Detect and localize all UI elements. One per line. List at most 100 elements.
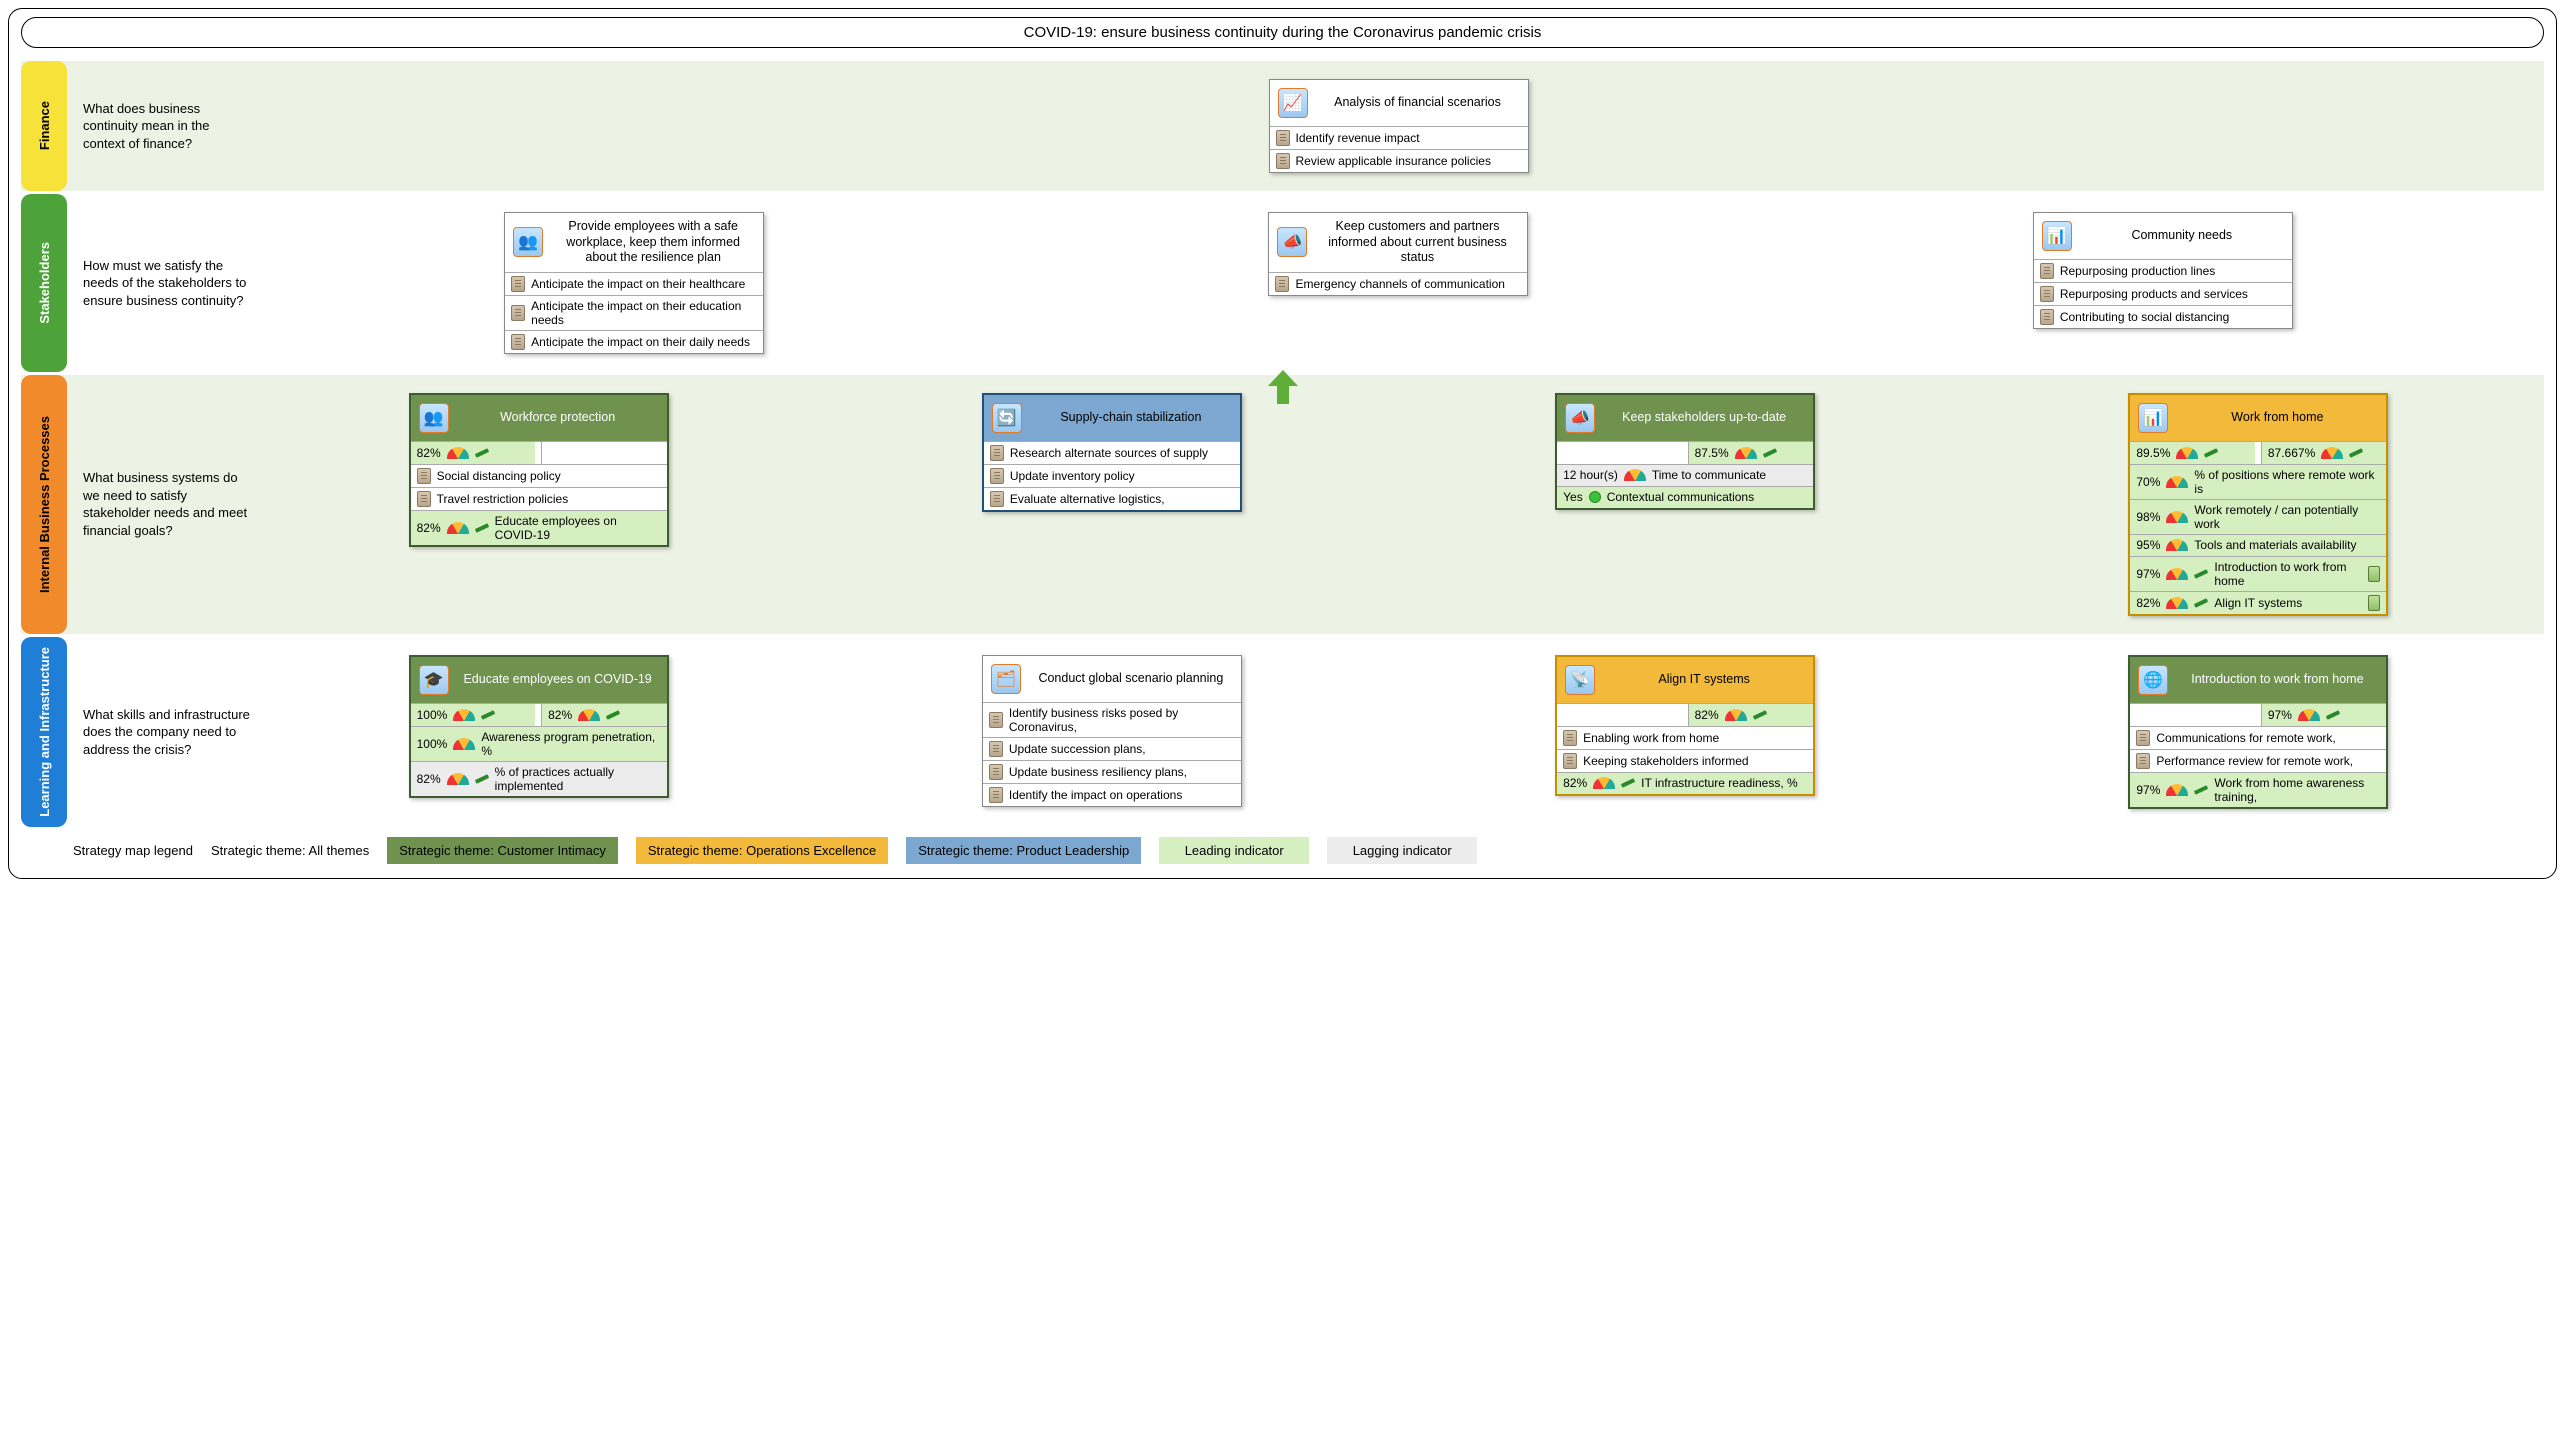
pencil-icon (1762, 448, 1776, 458)
kpi-cell: 87.667% (2261, 442, 2387, 464)
kpi-cell: 82% (1688, 704, 1814, 726)
perspective-row-finance: Finance What does business continuity me… (21, 58, 2544, 191)
kpi-value: 82% (2136, 596, 2160, 610)
strategy-card[interactable]: 🌐 Introduction to work from home 97% Com… (2128, 655, 2388, 809)
note-text: Research alternate sources of supply (1010, 446, 1208, 460)
kpi-cell (1557, 704, 1682, 726)
note-icon (511, 276, 525, 292)
perspective-tab-li[interactable]: Learning and Infrastructure (21, 637, 67, 827)
card-kpi-row: 100%Awareness program penetration, % (411, 726, 667, 761)
strategy-card[interactable]: 📡 Align IT systems 82% Enabling work fro… (1555, 655, 1815, 796)
note-icon (2136, 753, 2150, 769)
card-note-row: Repurposing production lines (2034, 259, 2292, 282)
card-note-row: Social distancing policy (411, 464, 667, 487)
strategy-card[interactable]: 📣 Keep customers and partners informed a… (1268, 212, 1528, 296)
card-header: 🔄 Supply-chain stabilization (984, 395, 1240, 441)
perspective-tab-ibp[interactable]: Internal Business Processes (21, 375, 67, 634)
gauge-icon (1735, 447, 1757, 459)
strategy-card[interactable]: 🗂 Conduct global scenario planning Ident… (982, 655, 1242, 807)
perspective-tab-stakeholders[interactable]: Stakeholders (21, 194, 67, 372)
card-icon: 📡 (1565, 665, 1595, 695)
note-icon (1563, 730, 1577, 746)
perspective-tab-finance[interactable]: Finance (21, 61, 67, 191)
note-icon (989, 712, 1003, 728)
card-note-row: Identify revenue impact (1270, 126, 1528, 149)
card-note-row: Repurposing products and services (2034, 282, 2292, 305)
kpi-cell: 100% (411, 704, 536, 726)
kpi-text: Tools and materials availability (2194, 538, 2380, 552)
kpi-text: Work remotely / can potentially work (2194, 503, 2380, 531)
card-note-row: Performance review for remote work, (2130, 749, 2386, 772)
kpi-value: 70% (2136, 475, 2160, 489)
kpi-text: Time to communicate (1652, 468, 1807, 482)
card-header: 📡 Align IT systems (1557, 657, 1813, 703)
kpi-value: 82% (548, 708, 572, 722)
kpi-value: 97% (2136, 783, 2160, 797)
strategy-card[interactable]: 👥 Provide employees with a safe workplac… (504, 212, 764, 354)
kpi-text: Work from home awareness training, (2214, 776, 2380, 804)
gauge-icon (2321, 447, 2343, 459)
legend-swatch-product: Strategic theme: Product Leadership (906, 837, 1141, 864)
card-kpi-row: 82%IT infrastructure readiness, % (1557, 772, 1813, 794)
kpi-value: 97% (2136, 567, 2160, 581)
card-title: Keep stakeholders up-to-date (1603, 410, 1805, 426)
kpi-value: 82% (417, 772, 441, 786)
card-split-row: 82% (1557, 703, 1813, 726)
card-title: Analysis of financial scenarios (1316, 95, 1520, 111)
note-icon (2040, 309, 2054, 325)
strategy-card[interactable]: 📈 Analysis of financial scenarios Identi… (1269, 79, 1529, 173)
kpi-value: 100% (417, 708, 448, 722)
card-title: Introduction to work from home (2176, 672, 2378, 688)
note-text: Anticipate the impact on their daily nee… (531, 335, 750, 349)
strategy-card[interactable]: 📊 Work from home 89.5%87.667%70%% of pos… (2128, 393, 2388, 616)
gauge-icon (2166, 784, 2188, 796)
gauge-icon (447, 773, 469, 785)
card-header: 🌐 Introduction to work from home (2130, 657, 2386, 703)
battery-icon (2368, 566, 2380, 582)
gauge-icon (2298, 709, 2320, 721)
card-header: 🎓 Educate employees on COVID-19 (411, 657, 667, 703)
kpi-text: Contextual communications (1607, 490, 1807, 504)
strategy-card[interactable]: 👥 Workforce protection 82% Social distan… (409, 393, 669, 547)
kpi-text: Introduction to work from home (2214, 560, 2362, 588)
legend-swatch-intimacy: Strategic theme: Customer Intimacy (387, 837, 618, 864)
card-kpi-row: 97% Introduction to work from home (2130, 556, 2386, 591)
strategy-card[interactable]: 🎓 Educate employees on COVID-19 100% 82% 1… (409, 655, 669, 798)
strategy-card[interactable]: 📣 Keep stakeholders up-to-date 87.5%12 h… (1555, 393, 1815, 510)
card-note-row: Travel restriction policies (411, 487, 667, 510)
page-title: COVID-19: ensure business continuity dur… (21, 17, 2544, 48)
strategy-card[interactable]: 📊 Community needs Repurposing production… (2033, 212, 2293, 329)
kpi-text: % of positions where remote work is (2194, 468, 2380, 496)
note-text: Anticipate the impact on their healthcar… (531, 277, 745, 291)
kpi-cell: 82% (411, 442, 536, 464)
perspective-body: What does business continuity mean in th… (73, 61, 2544, 191)
perspective-row-ibp: Internal Business Processes What busines… (21, 372, 2544, 634)
legend-label: Strategy map legend (73, 843, 193, 858)
card-header: 📣 Keep stakeholders up-to-date (1557, 395, 1813, 441)
note-text: Anticipate the impact on their education… (531, 299, 757, 327)
kpi-value: 82% (1563, 776, 1587, 790)
kpi-value: Yes (1563, 490, 1583, 504)
kpi-value: 87.667% (2268, 446, 2315, 460)
card-note-row: Review applicable insurance policies (1270, 149, 1528, 172)
card-icon: 📊 (2042, 221, 2072, 251)
card-note-row: Update succession plans, (983, 737, 1241, 760)
kpi-value: 97% (2268, 708, 2292, 722)
legend-swatch-leading: Leading indicator (1159, 837, 1309, 864)
note-text: Review applicable insurance policies (1296, 154, 1491, 168)
note-text: Update business resiliency plans, (1009, 765, 1187, 779)
kpi-cell (1557, 442, 1682, 464)
note-text: Repurposing production lines (2060, 264, 2215, 278)
gauge-icon (1624, 469, 1646, 481)
strategy-card[interactable]: 🔄 Supply-chain stabilization Research al… (982, 393, 1242, 512)
perspective-row-li: Learning and Infrastructure What skills … (21, 634, 2544, 827)
arrow-up-icon (1268, 370, 1298, 404)
card-kpi-row: 70% % of positions where remote work is (2130, 464, 2386, 499)
perspective-cards: 📈 Analysis of financial scenarios Identi… (263, 79, 2534, 173)
card-header: 👥 Workforce protection (411, 395, 667, 441)
kpi-value: 82% (417, 521, 441, 535)
card-note-row: Enabling work from home (1557, 726, 1813, 749)
note-text: Communications for remote work, (2156, 731, 2335, 745)
note-icon (2136, 730, 2150, 746)
pencil-icon (2194, 569, 2208, 579)
